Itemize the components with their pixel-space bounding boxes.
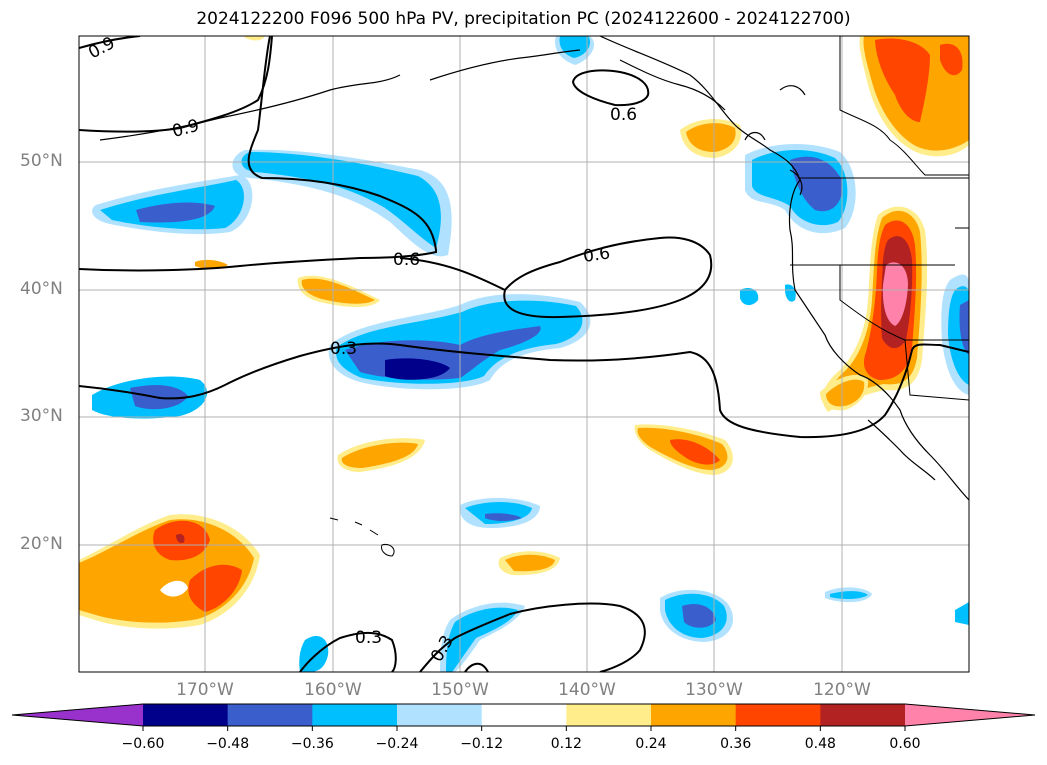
latitude-label: 40°N — [20, 279, 63, 299]
colorbar-segment — [651, 704, 737, 726]
map-frame — [78, 35, 970, 673]
colorbar-segment — [566, 704, 652, 726]
map-title: 2024122200 F096 500 hPa PV, precipitatio… — [196, 9, 851, 29]
colorbar-segment — [735, 704, 821, 726]
political-borders — [790, 36, 969, 401]
colorbar-segment — [227, 704, 313, 726]
colorbar-tick-label: 0.48 — [804, 736, 836, 752]
pv-label: 0.3 — [355, 628, 382, 648]
latitude-label: 20°N — [20, 534, 63, 554]
latitude-label: 30°N — [20, 406, 63, 426]
graticule — [79, 36, 969, 672]
colorbar-tick-label: 0.24 — [635, 736, 667, 752]
pv-label: 0.6 — [393, 250, 420, 270]
colorbar-segment — [481, 704, 567, 726]
coastlines — [99, 36, 969, 501]
pv-contours — [79, 36, 969, 672]
colorbar-segment — [312, 704, 398, 726]
colorbar-tick-label: −0.36 — [290, 736, 334, 752]
colorbar-segment — [143, 704, 229, 726]
colorbar-tick-label: −0.48 — [206, 736, 250, 752]
pv-label: 0.3 — [330, 339, 357, 359]
positive-anomaly-shading — [79, 36, 969, 629]
pv-label: 0.6 — [582, 243, 612, 267]
colorbar-tick-label: −0.60 — [121, 736, 165, 752]
longitude-label: 150°W — [431, 680, 489, 700]
longitude-label: 140°W — [558, 680, 616, 700]
colorbar-segment — [397, 704, 483, 726]
colorbar-tick-label: −0.12 — [460, 736, 504, 752]
hawaiian-islands — [329, 517, 395, 557]
longitude-label: 170°W — [176, 680, 234, 700]
colorbar-extend-min — [12, 704, 143, 726]
colorbar-tick-label: 0.60 — [889, 736, 921, 752]
colorbar-tick-label: 0.36 — [720, 736, 752, 752]
longitude-label: 130°W — [685, 680, 743, 700]
colorbar-tick-label: 0.12 — [550, 736, 582, 752]
colorbar — [11, 703, 1036, 731]
map-plot-area — [79, 36, 969, 672]
colorbar-segment — [820, 704, 906, 726]
longitude-label: 120°W — [813, 680, 871, 700]
colorbar-tick-label: −0.24 — [375, 736, 419, 752]
latitude-label: 50°N — [20, 151, 63, 171]
pv-label: 0.6 — [610, 105, 637, 125]
colorbar-extend-max — [905, 704, 1035, 726]
longitude-label: 160°W — [304, 680, 362, 700]
negative-anomaly-shading — [92, 36, 969, 672]
